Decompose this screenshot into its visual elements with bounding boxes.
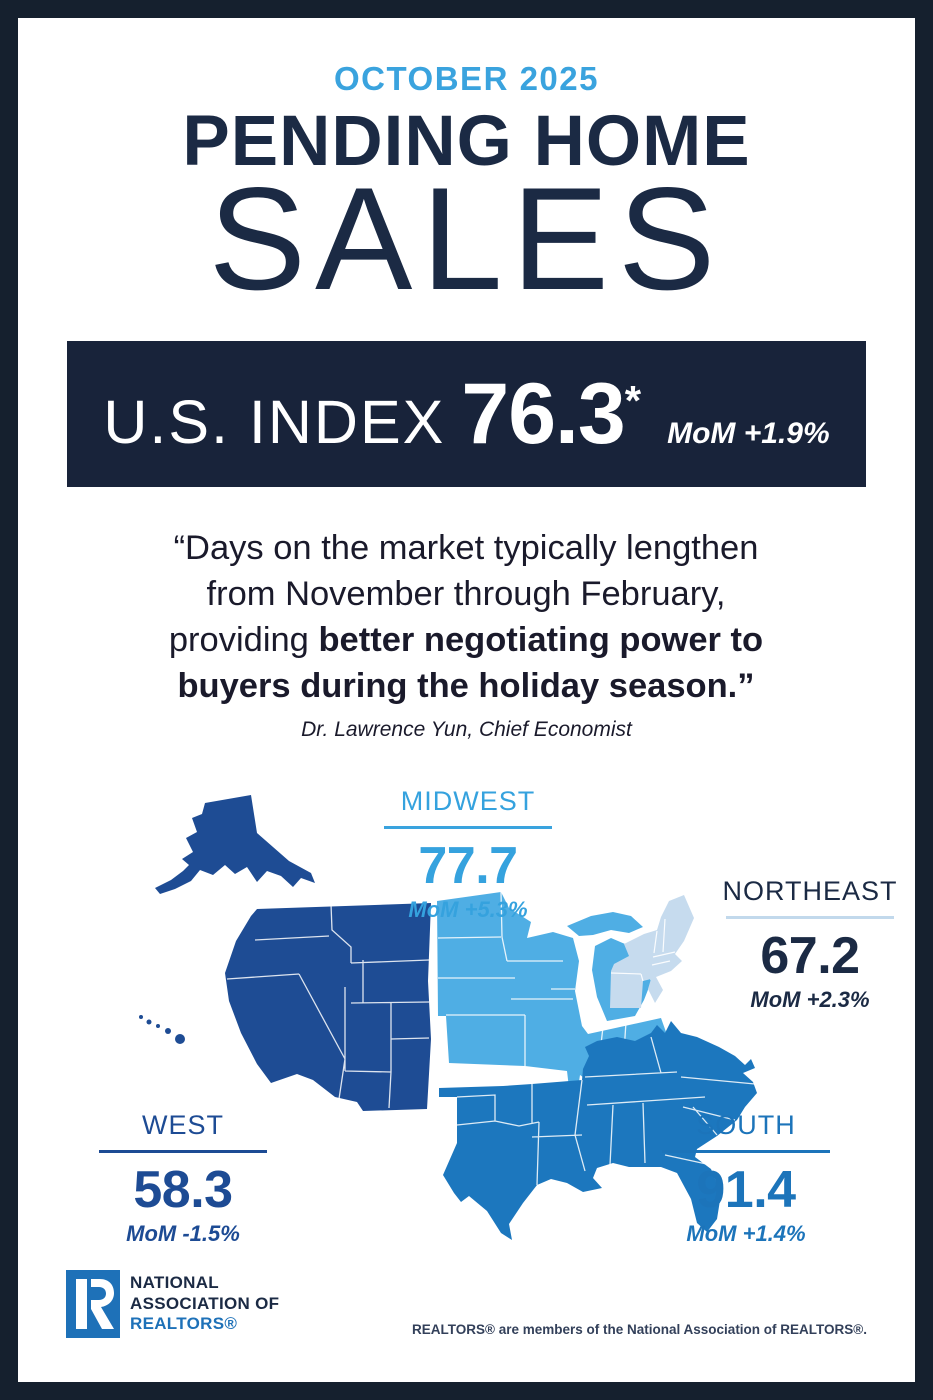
region-underline-midwest — [384, 826, 552, 829]
us-index-banner: U.S. INDEX 76.3* MoM +1.9% *An index above… — [67, 341, 866, 508]
region-stat-midwest: MIDWEST 77.7 MoM +5.3% — [348, 786, 588, 923]
nar-logo-r-stem — [76, 1279, 87, 1329]
region-underline-northeast — [726, 916, 894, 919]
region-mom-midwest: MoM +5.3% — [408, 896, 528, 922]
region-underline-south — [662, 1150, 830, 1153]
region-label-northeast: NORTHEAST — [722, 876, 898, 906]
us-index-label: U.S. INDEX — [103, 388, 446, 456]
page-title-line1: PENDING HOME — [182, 102, 751, 181]
map-south-state-borders — [456, 1036, 756, 1186]
quote-line-2: from November through February, — [206, 574, 726, 613]
org-name-line3: REALTORS® — [130, 1314, 238, 1334]
region-value-midwest: 77.7 — [418, 837, 518, 895]
region-underline-west — [99, 1150, 267, 1153]
economist-quote: “Days on the market typically lengthen f… — [66, 526, 866, 710]
region-label-midwest: MIDWEST — [400, 786, 536, 816]
quote-line-3: providing better negotiating power to — [168, 620, 764, 659]
map-hawaii — [139, 1015, 185, 1044]
map-south-mainland — [439, 1021, 757, 1240]
map-region-northeast — [610, 895, 694, 1008]
map-northeast-mainland — [610, 895, 694, 1008]
us-index-mom: MoM +1.9% — [667, 417, 830, 450]
page-title-line2: SALES — [208, 157, 725, 320]
quote-line-4: buyers during the holiday season.” — [177, 666, 755, 705]
us-index-line: U.S. INDEX 76.3* MoM +1.9% — [67, 355, 866, 485]
region-stat-west: WEST 58.3 MoM -1.5% — [63, 1110, 303, 1247]
nar-logo — [66, 1270, 120, 1338]
region-mom-west: MoM -1.5% — [126, 1220, 240, 1246]
region-label-south: SOUTH — [696, 1110, 796, 1140]
map-michigan-up — [567, 912, 643, 936]
map-west-state-borders — [226, 903, 430, 1109]
region-value-south: 91.4 — [696, 1161, 796, 1219]
org-name-line1: NATIONAL — [130, 1273, 219, 1292]
report-month: OCTOBER 2025 — [334, 60, 599, 97]
region-label-west: WEST — [142, 1110, 224, 1140]
infographic-canvas: OCTOBER 2025 PENDING HOME SALES U.S. IND… — [18, 18, 915, 1382]
us-regions-map — [139, 795, 757, 1240]
membership-disclaimer: REALTORS® are members of the National As… — [412, 1322, 867, 1337]
region-value-northeast: 67.2 — [760, 927, 860, 985]
region-stat-northeast: NORTHEAST 67.2 MoM +2.3% — [690, 876, 930, 1013]
map-region-south — [439, 1021, 757, 1240]
region-stat-south: SOUTH 91.4 MoM +1.4% — [626, 1110, 866, 1247]
region-mom-south: MoM +1.4% — [686, 1220, 806, 1246]
nar-logo-r-bowl — [91, 1279, 114, 1329]
map-region-west — [139, 795, 431, 1111]
index-footnote: *An index above 100 coincides with a hig… — [98, 489, 835, 508]
org-name-line2: ASSOCIATION OF — [130, 1293, 280, 1313]
region-mom-northeast: MoM +2.3% — [750, 986, 870, 1012]
quote-attribution: Dr. Lawrence Yun, Chief Economist — [301, 718, 632, 741]
map-northeast-state-borders — [610, 918, 676, 982]
quote-line-1: “Days on the market typically lengthen — [173, 529, 759, 567]
us-index-value: 76.3 — [461, 366, 625, 462]
map-west-mainland — [225, 903, 431, 1111]
org-name: NATIONAL ASSOCIATION OF REALTORS® — [130, 1273, 279, 1335]
us-index-asterisk: * — [624, 377, 642, 424]
map-alaska — [155, 795, 315, 894]
region-value-west: 58.3 — [133, 1161, 233, 1219]
